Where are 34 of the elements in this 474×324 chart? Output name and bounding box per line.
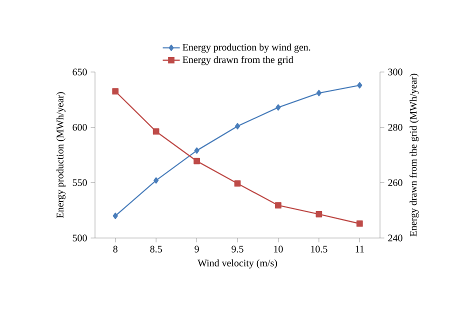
y2-tick-label: 280 [388,124,402,131]
point [234,180,241,187]
point [154,177,159,184]
x-tick-label: 8 [113,246,118,252]
point [276,104,281,111]
point [316,211,322,218]
legend-label: Energy production by wind gen. [182,44,310,53]
x-tick-label: 9.5 [232,246,244,253]
point [194,147,200,154]
y-tick-label: 550 [72,179,87,186]
x-tick-label: 9 [194,246,199,252]
x-tick-label: 8.5 [150,246,162,253]
y2-axis-title: Energy drawn from the grid (MWh/year) [410,74,419,236]
point [194,158,200,164]
point [316,90,322,96]
y-axis-title: Energy production (MWh/year) [56,92,66,218]
point [275,202,282,209]
legend-label: Energy drawn from the grid [182,56,294,66]
y-tick-label: 500 [72,234,87,242]
point [112,88,119,95]
y2-tick-label: 300 [388,68,402,76]
point [356,220,363,227]
x-axis-title: Wind velocity (m/s) [198,259,277,268]
x-tick-label: 11 [356,246,364,252]
x-tick-label: 10 [274,246,283,252]
point [234,123,240,130]
point [152,128,160,135]
y-tick-label: 600 [72,124,87,131]
y-tick-label: 650 [72,68,87,76]
point [112,212,118,220]
point [357,82,362,88]
x-tick-label: 10.5 [311,246,328,253]
y2-tick-label: 240 [388,234,402,242]
y2-tick-label: 260 [388,179,402,186]
